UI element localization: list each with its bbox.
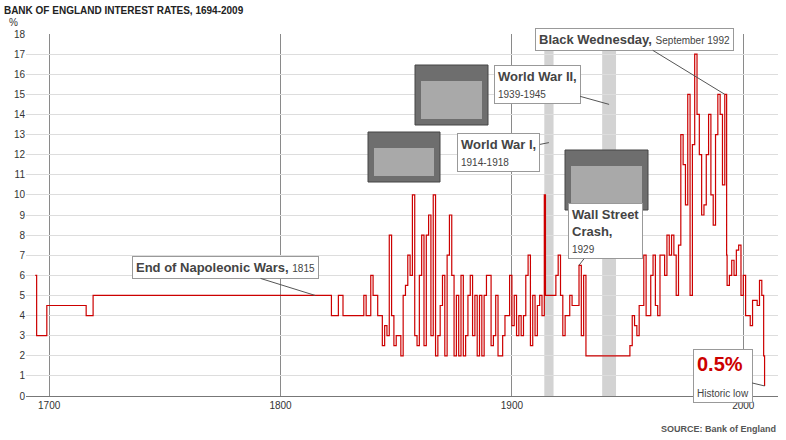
svg-text:6: 6 bbox=[19, 270, 25, 281]
svg-text:1700: 1700 bbox=[38, 400, 61, 411]
svg-text:0.5%Historic low: 0.5%Historic low bbox=[697, 353, 749, 399]
svg-text:9: 9 bbox=[19, 210, 25, 221]
svg-text:0: 0 bbox=[19, 391, 25, 402]
svg-text:12: 12 bbox=[14, 149, 26, 160]
svg-text:8: 8 bbox=[19, 230, 25, 241]
svg-text:17: 17 bbox=[14, 49, 26, 60]
svg-text:11: 11 bbox=[15, 169, 26, 180]
svg-text:15: 15 bbox=[14, 89, 26, 100]
svg-text:16: 16 bbox=[14, 69, 26, 80]
svg-text:2000: 2000 bbox=[732, 400, 755, 411]
svg-text:End of Napoleonic Wars, 1815: End of Napoleonic Wars, 1815 bbox=[136, 260, 315, 275]
svg-text:1900: 1900 bbox=[501, 400, 524, 411]
svg-text:3: 3 bbox=[19, 330, 25, 341]
svg-text:1800: 1800 bbox=[269, 400, 292, 411]
svg-text:4: 4 bbox=[19, 310, 25, 321]
svg-text:World War I,1914-1918: World War I,1914-1918 bbox=[461, 137, 536, 168]
svg-text:1: 1 bbox=[19, 370, 25, 381]
svg-text:Black Wednesday, September 199: Black Wednesday, September 1992 bbox=[539, 32, 730, 47]
svg-text:7: 7 bbox=[19, 250, 25, 261]
svg-text:10: 10 bbox=[14, 189, 26, 200]
svg-text:13: 13 bbox=[14, 129, 26, 140]
svg-text:14: 14 bbox=[14, 109, 26, 120]
svg-text:SOURCE: Bank of England: SOURCE: Bank of England bbox=[661, 424, 776, 434]
svg-text:18: 18 bbox=[14, 29, 26, 40]
svg-text:Wall StreetCrash,1929: Wall StreetCrash,1929 bbox=[572, 207, 639, 255]
svg-text:BANK OF ENGLAND INTEREST RATES: BANK OF ENGLAND INTEREST RATES, 1694-200… bbox=[4, 5, 244, 16]
svg-text:2: 2 bbox=[19, 350, 25, 361]
svg-text:%: % bbox=[9, 17, 18, 28]
svg-text:World War II,1939-1945: World War II,1939-1945 bbox=[498, 69, 577, 100]
svg-text:5: 5 bbox=[19, 290, 25, 301]
